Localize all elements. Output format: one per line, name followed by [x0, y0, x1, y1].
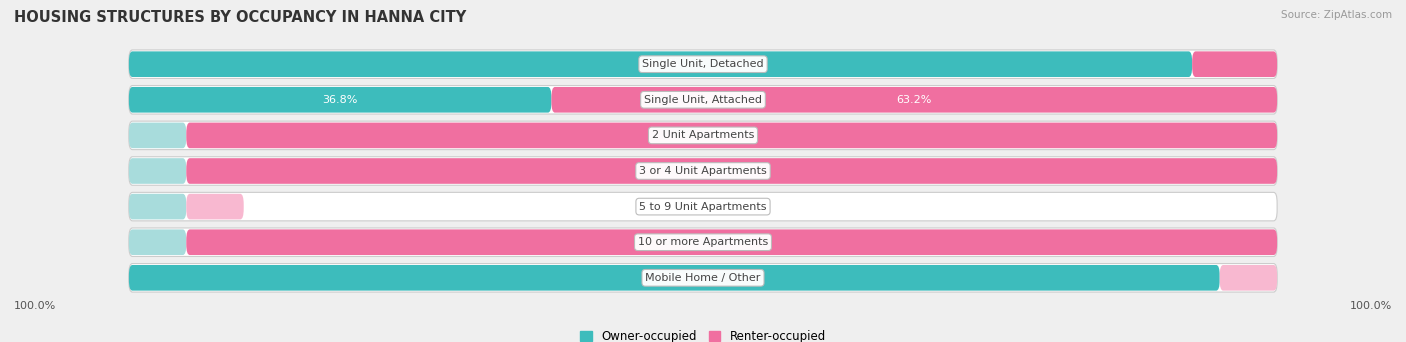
FancyBboxPatch shape [129, 86, 1277, 114]
Text: 92.6%: 92.6% [643, 59, 678, 69]
Text: 2 Unit Apartments: 2 Unit Apartments [652, 130, 754, 141]
FancyBboxPatch shape [129, 158, 186, 184]
FancyBboxPatch shape [129, 87, 551, 113]
Text: 100.0%: 100.0% [1350, 301, 1392, 311]
Text: HOUSING STRUCTURES BY OCCUPANCY IN HANNA CITY: HOUSING STRUCTURES BY OCCUPANCY IN HANNA… [14, 10, 467, 25]
FancyBboxPatch shape [129, 122, 186, 148]
Text: 7.4%: 7.4% [714, 59, 742, 69]
FancyBboxPatch shape [129, 51, 1192, 77]
FancyBboxPatch shape [186, 122, 1277, 148]
FancyBboxPatch shape [1219, 265, 1277, 291]
FancyBboxPatch shape [129, 228, 1277, 256]
Text: Single Unit, Detached: Single Unit, Detached [643, 59, 763, 69]
Text: 100.0%: 100.0% [710, 237, 752, 247]
Text: 100.0%: 100.0% [14, 301, 56, 311]
Text: Mobile Home / Other: Mobile Home / Other [645, 273, 761, 283]
Legend: Owner-occupied, Renter-occupied: Owner-occupied, Renter-occupied [575, 325, 831, 342]
Text: 5 to 9 Unit Apartments: 5 to 9 Unit Apartments [640, 201, 766, 212]
Text: 36.8%: 36.8% [322, 95, 359, 105]
FancyBboxPatch shape [129, 229, 186, 255]
FancyBboxPatch shape [1192, 51, 1277, 77]
Text: 0.0%: 0.0% [714, 201, 742, 212]
Text: 0.0%: 0.0% [664, 130, 692, 141]
Text: 0.0%: 0.0% [714, 273, 742, 283]
FancyBboxPatch shape [129, 121, 1277, 150]
FancyBboxPatch shape [129, 157, 1277, 185]
FancyBboxPatch shape [129, 50, 1277, 78]
FancyBboxPatch shape [129, 194, 186, 220]
FancyBboxPatch shape [129, 264, 1277, 292]
Text: Source: ZipAtlas.com: Source: ZipAtlas.com [1281, 10, 1392, 20]
Text: 0.0%: 0.0% [664, 166, 692, 176]
Text: 100.0%: 100.0% [654, 273, 696, 283]
Text: 3 or 4 Unit Apartments: 3 or 4 Unit Apartments [640, 166, 766, 176]
FancyBboxPatch shape [129, 192, 1277, 221]
Text: 0.0%: 0.0% [664, 237, 692, 247]
FancyBboxPatch shape [186, 229, 1277, 255]
Text: Single Unit, Attached: Single Unit, Attached [644, 95, 762, 105]
FancyBboxPatch shape [551, 87, 1277, 113]
Text: 10 or more Apartments: 10 or more Apartments [638, 237, 768, 247]
Text: 100.0%: 100.0% [710, 130, 752, 141]
FancyBboxPatch shape [186, 194, 243, 220]
FancyBboxPatch shape [186, 158, 1277, 184]
Text: 100.0%: 100.0% [710, 166, 752, 176]
Text: 0.0%: 0.0% [664, 201, 692, 212]
Text: 63.2%: 63.2% [897, 95, 932, 105]
FancyBboxPatch shape [129, 265, 1219, 291]
